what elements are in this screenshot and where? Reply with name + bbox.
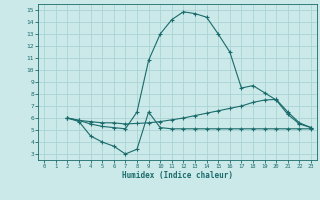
X-axis label: Humidex (Indice chaleur): Humidex (Indice chaleur) (122, 171, 233, 180)
